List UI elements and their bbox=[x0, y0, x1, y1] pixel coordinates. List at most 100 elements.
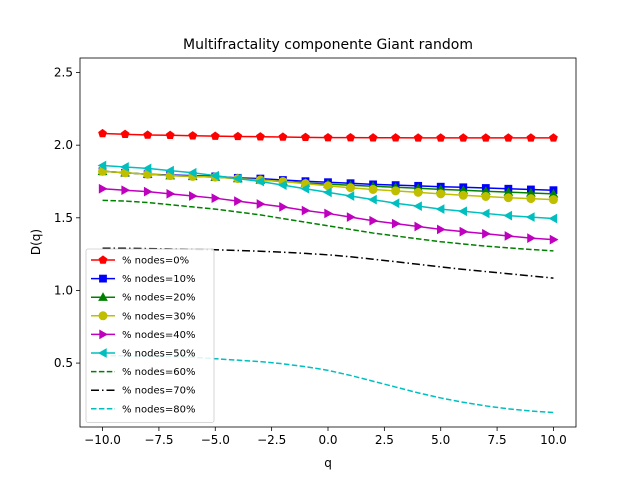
data-point bbox=[436, 133, 446, 142]
data-point bbox=[255, 132, 265, 141]
data-point bbox=[98, 183, 108, 194]
x-tick-label: −7.5 bbox=[144, 433, 173, 447]
x-axis-label: q bbox=[324, 456, 332, 470]
data-point bbox=[390, 198, 400, 209]
legend: % nodes=0% % nodes=10% % nodes=20% % nodes=… bbox=[85, 248, 215, 423]
data-point bbox=[233, 131, 243, 141]
data-point bbox=[391, 133, 401, 142]
legend-marker bbox=[98, 255, 108, 264]
legend-item: % nodes=40% bbox=[91, 329, 195, 341]
series-line bbox=[102, 199, 554, 252]
axes: −10.0 −7.5 −5.0 −2.5 0.0 2.5 5.0 7.5 10.0 0.5 1.0 1… bbox=[54, 66, 567, 447]
data-point bbox=[391, 218, 401, 229]
data-point bbox=[459, 226, 469, 237]
data-point bbox=[120, 162, 129, 172]
legend-marker bbox=[99, 329, 109, 340]
legend-label: % nodes=10% bbox=[122, 274, 195, 285]
data-point bbox=[504, 231, 514, 241]
data-point bbox=[210, 131, 220, 140]
data-point bbox=[278, 132, 288, 141]
legend-marker bbox=[98, 311, 108, 321]
data-point bbox=[165, 130, 175, 140]
x-tick-label: 2.5 bbox=[375, 433, 394, 447]
data-point bbox=[480, 208, 490, 219]
y-tick-label: 1.5 bbox=[54, 211, 73, 225]
data-point bbox=[187, 167, 197, 178]
legend-item: % nodes=10% bbox=[91, 274, 195, 285]
legend-item: % nodes=80% bbox=[91, 404, 195, 415]
legend-item: % nodes=70% bbox=[91, 386, 195, 397]
y-tick-label: 1.0 bbox=[54, 283, 73, 297]
data-point bbox=[232, 173, 242, 184]
legend-marker bbox=[97, 348, 107, 358]
data-point bbox=[255, 176, 265, 187]
x-tick-label: −10.0 bbox=[84, 433, 121, 447]
data-point bbox=[503, 193, 513, 203]
data-point bbox=[120, 129, 130, 139]
data-point bbox=[503, 210, 513, 221]
plot-frame bbox=[79, 57, 577, 428]
data-point bbox=[142, 163, 152, 174]
data-point bbox=[481, 133, 491, 142]
data-point bbox=[277, 180, 287, 190]
chart-title: Multifractality componente Giant random bbox=[183, 37, 473, 53]
x-tick-label: −2.5 bbox=[257, 433, 286, 447]
data-point bbox=[322, 187, 332, 198]
data-point bbox=[279, 202, 288, 212]
x-tick-label: −5.0 bbox=[201, 433, 230, 447]
legend-label: % nodes=60% bbox=[122, 367, 195, 378]
series-5 bbox=[97, 160, 558, 224]
data-point bbox=[324, 208, 334, 219]
data-point bbox=[143, 186, 153, 197]
data-point bbox=[526, 133, 536, 142]
data-point bbox=[526, 194, 536, 204]
x-tick-label: 7.5 bbox=[488, 433, 507, 447]
data-point bbox=[165, 165, 174, 176]
data-point bbox=[458, 190, 468, 200]
legend-label: % nodes=70% bbox=[122, 386, 195, 397]
data-point bbox=[97, 160, 107, 171]
data-point bbox=[458, 206, 467, 217]
legend-box bbox=[85, 248, 215, 423]
data-point bbox=[414, 221, 424, 232]
legend-label: % nodes=80% bbox=[122, 404, 195, 415]
data-point bbox=[391, 186, 401, 196]
x-tick-label: 10.0 bbox=[540, 433, 567, 447]
data-point bbox=[548, 195, 558, 205]
data-point bbox=[549, 133, 558, 142]
series-6 bbox=[102, 199, 554, 252]
y-tick-label: 2.0 bbox=[54, 138, 73, 152]
legend-item: % nodes=20% bbox=[91, 292, 195, 304]
data-point bbox=[503, 133, 513, 142]
data-point bbox=[525, 212, 535, 222]
data-point bbox=[166, 188, 176, 199]
data-point bbox=[301, 205, 311, 216]
data-point bbox=[369, 215, 379, 226]
legend-marker bbox=[98, 292, 108, 301]
plot-marks bbox=[97, 128, 559, 414]
legend-item: % nodes=0% bbox=[91, 255, 189, 267]
legend-label: % nodes=30% bbox=[122, 311, 195, 322]
data-point bbox=[211, 193, 221, 204]
data-point bbox=[413, 133, 423, 142]
data-point bbox=[549, 234, 559, 245]
data-point bbox=[188, 131, 198, 140]
data-point bbox=[481, 191, 491, 201]
data-point bbox=[482, 228, 491, 239]
x-tick-label: 0.0 bbox=[318, 433, 337, 447]
legend-marker bbox=[99, 274, 107, 283]
y-tick-label: 0.5 bbox=[54, 356, 73, 370]
legend-label: % nodes=50% bbox=[122, 349, 195, 360]
data-point bbox=[437, 224, 446, 235]
legend-label: % nodes=20% bbox=[122, 293, 195, 304]
data-point bbox=[435, 204, 445, 214]
data-point bbox=[346, 132, 355, 142]
data-point bbox=[548, 213, 558, 224]
data-point bbox=[256, 199, 266, 209]
data-point bbox=[345, 191, 355, 201]
data-point bbox=[300, 183, 310, 194]
data-point bbox=[210, 170, 219, 181]
data-point bbox=[413, 201, 422, 212]
